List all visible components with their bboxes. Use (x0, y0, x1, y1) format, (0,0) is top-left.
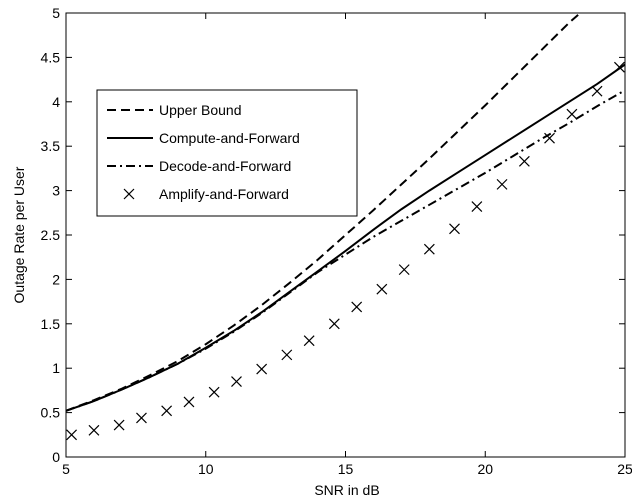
data-point-x-marker (208, 386, 220, 398)
y-tick-label: 3.5 (41, 138, 61, 154)
legend-label: Compute-and-Forward (159, 130, 300, 146)
data-point-x-marker (591, 85, 603, 97)
data-point-x-marker (423, 243, 435, 255)
legend-entry-2: Decode-and-Forward (107, 158, 291, 174)
data-point-x-marker (231, 376, 242, 387)
data-point-x-marker (398, 264, 410, 276)
data-point-x-marker (161, 405, 173, 417)
x-axis-label: SNR in dB (314, 482, 379, 498)
data-point-x-marker (88, 424, 100, 436)
data-point-x-marker (496, 178, 508, 190)
series-0 (66, 13, 581, 412)
y-tick-label: 2 (52, 271, 60, 287)
y-tick-label: 3 (52, 183, 60, 199)
legend-label: Upper Bound (159, 102, 242, 118)
data-point-x-marker (449, 223, 460, 235)
legend-marker (123, 188, 135, 200)
data-point-x-marker (303, 335, 315, 347)
x-tick-label: 5 (62, 461, 70, 477)
x-tick-label: 15 (338, 461, 354, 477)
y-tick-label: 5 (52, 5, 60, 21)
y-tick-label: 4.5 (41, 49, 61, 65)
y-tick-label: 1.5 (41, 316, 61, 332)
x-tick-label: 25 (617, 461, 632, 477)
series-2 (66, 89, 625, 412)
data-point-x-marker (256, 363, 268, 375)
legend-label: Decode-and-Forward (159, 158, 291, 174)
x-tick-label: 10 (198, 461, 214, 477)
data-point-x-marker (351, 301, 363, 313)
data-point-x-marker (66, 429, 78, 441)
y-tick-label: 2.5 (41, 227, 61, 243)
data-point-x-marker (376, 283, 388, 295)
data-point-x-marker (613, 61, 625, 73)
data-point-x-marker (136, 412, 147, 424)
legend: Upper Bound Compute-and-Forward Decode-and… (96, 89, 358, 217)
axis-layer: 5 10 15 20 25 0 0.5 1 1.5 2 2.5 3 3.5 4 4.5 5 (41, 5, 632, 477)
series-line (66, 13, 581, 412)
y-tick-label: 0 (52, 449, 60, 465)
data-point-x-marker (471, 201, 483, 213)
series-3 (66, 61, 625, 441)
y-tick-label: 4 (52, 94, 60, 110)
y-tick-label: 1 (52, 360, 60, 376)
y-tick-label: 0.5 (41, 405, 61, 421)
x-tick-label: 20 (477, 461, 493, 477)
legend-entry-1: Compute-and-Forward (107, 130, 300, 146)
legend-entry-3: Amplify-and-Forward (123, 186, 289, 202)
data-point-x-marker (518, 155, 530, 167)
data-point-x-marker (183, 396, 195, 408)
plot-layer (66, 13, 625, 441)
data-point-x-marker (113, 419, 125, 431)
data-point-x-marker (281, 349, 293, 361)
data-point-x-marker (566, 108, 578, 120)
legend-label: Amplify-and-Forward (159, 186, 289, 202)
y-axis-label: Outage Rate per User (11, 166, 27, 303)
data-point-x-marker (544, 132, 555, 144)
series-line (66, 89, 625, 412)
legend-entry-0: Upper Bound (107, 102, 242, 118)
data-point-x-marker (328, 318, 340, 330)
plot-frame (65, 12, 626, 458)
